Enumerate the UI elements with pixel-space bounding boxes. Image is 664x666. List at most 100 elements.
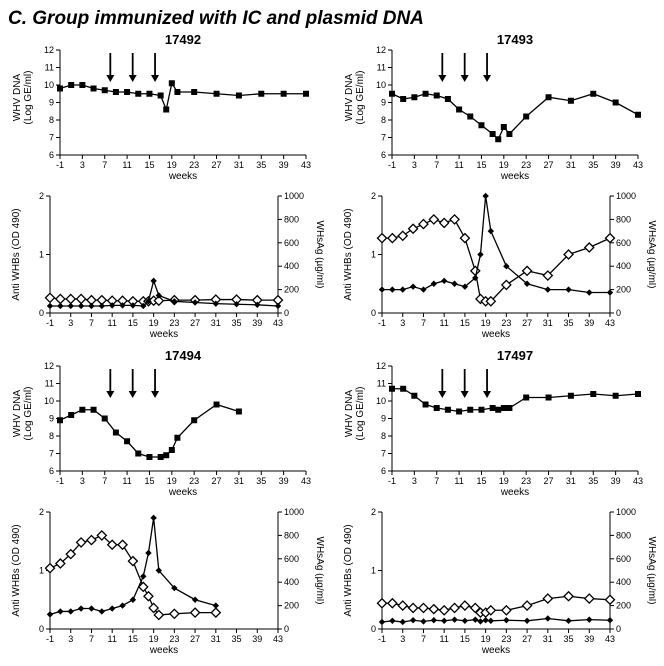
svg-text:19: 19 bbox=[167, 476, 177, 486]
svg-text:27: 27 bbox=[544, 160, 554, 170]
svg-text:43: 43 bbox=[301, 476, 311, 486]
svg-text:400: 400 bbox=[616, 261, 631, 271]
svg-text:1000: 1000 bbox=[284, 507, 304, 517]
panel-title: C. Group immunized with IC and plasmid D… bbox=[8, 8, 656, 30]
svg-text:7: 7 bbox=[381, 133, 386, 143]
svg-text:31: 31 bbox=[543, 634, 553, 644]
svg-text:6: 6 bbox=[381, 466, 386, 476]
svg-text:19: 19 bbox=[499, 160, 509, 170]
svg-text:27: 27 bbox=[212, 476, 222, 486]
svg-text:1000: 1000 bbox=[616, 507, 636, 517]
svg-text:39: 39 bbox=[252, 634, 262, 644]
svg-text:35: 35 bbox=[232, 318, 242, 328]
svg-text:WHsAg (µg/ml): WHsAg (µg/ml) bbox=[314, 537, 324, 605]
svg-text:17494: 17494 bbox=[165, 348, 202, 363]
svg-text:1: 1 bbox=[39, 566, 44, 576]
svg-text:8: 8 bbox=[381, 115, 386, 125]
svg-text:200: 200 bbox=[616, 285, 631, 295]
svg-text:weeks: weeks bbox=[149, 645, 178, 656]
svg-text:7: 7 bbox=[434, 476, 439, 486]
svg-text:WHsAg (µg/ml): WHsAg (µg/ml) bbox=[314, 221, 324, 289]
svg-text:200: 200 bbox=[284, 285, 299, 295]
svg-text:43: 43 bbox=[273, 634, 283, 644]
svg-text:17492: 17492 bbox=[165, 32, 201, 47]
chart-anti-17493: -137111519232731353943012020040060080010… bbox=[340, 190, 656, 340]
chart-grid: -1371115192327313539436789101112WHV DNA(… bbox=[8, 32, 656, 656]
svg-text:31: 31 bbox=[566, 160, 576, 170]
svg-text:39: 39 bbox=[584, 634, 594, 644]
svg-text:2: 2 bbox=[39, 507, 44, 517]
svg-text:7: 7 bbox=[102, 476, 107, 486]
svg-text:Anti WHBs (OD 490): Anti WHBs (OD 490) bbox=[343, 524, 354, 616]
svg-text:2: 2 bbox=[371, 191, 376, 201]
svg-text:10: 10 bbox=[376, 396, 386, 406]
svg-text:0: 0 bbox=[39, 624, 44, 634]
svg-text:23: 23 bbox=[189, 476, 199, 486]
chart-whv-17492: -1371115192327313539436789101112WHV DNA(… bbox=[8, 32, 324, 182]
svg-text:12: 12 bbox=[44, 361, 54, 371]
svg-text:6: 6 bbox=[381, 150, 386, 160]
svg-text:800: 800 bbox=[616, 214, 631, 224]
svg-text:43: 43 bbox=[605, 318, 615, 328]
svg-text:35: 35 bbox=[564, 634, 574, 644]
svg-text:weeks: weeks bbox=[481, 645, 510, 656]
svg-text:35: 35 bbox=[232, 634, 242, 644]
svg-text:7: 7 bbox=[434, 160, 439, 170]
svg-text:11: 11 bbox=[45, 379, 54, 389]
svg-text:31: 31 bbox=[543, 318, 553, 328]
svg-text:weeks: weeks bbox=[500, 171, 529, 182]
svg-text:2: 2 bbox=[39, 191, 44, 201]
svg-text:9: 9 bbox=[381, 98, 386, 108]
svg-text:400: 400 bbox=[616, 577, 631, 587]
svg-text:-1: -1 bbox=[56, 160, 64, 170]
svg-text:600: 600 bbox=[616, 238, 631, 248]
svg-text:1: 1 bbox=[371, 566, 376, 576]
svg-text:Anti WHBs (OD 490): Anti WHBs (OD 490) bbox=[11, 208, 22, 300]
svg-text:15: 15 bbox=[144, 160, 154, 170]
svg-text:0: 0 bbox=[616, 308, 621, 318]
chart-anti-17492: -137111519232731353943012020040060080010… bbox=[8, 190, 324, 340]
svg-text:7: 7 bbox=[421, 634, 426, 644]
svg-text:1000: 1000 bbox=[616, 191, 636, 201]
svg-text:43: 43 bbox=[301, 160, 311, 170]
svg-text:3: 3 bbox=[68, 634, 73, 644]
svg-text:15: 15 bbox=[476, 160, 486, 170]
svg-text:Anti WHBs (OD 490): Anti WHBs (OD 490) bbox=[11, 524, 22, 616]
svg-text:10: 10 bbox=[44, 80, 54, 90]
svg-text:weeks: weeks bbox=[168, 171, 197, 182]
svg-text:WHV DNA(Log GE/ml): WHV DNA(Log GE/ml) bbox=[12, 387, 34, 441]
svg-text:7: 7 bbox=[381, 449, 386, 459]
svg-text:39: 39 bbox=[279, 476, 289, 486]
svg-text:6: 6 bbox=[49, 150, 54, 160]
svg-text:-1: -1 bbox=[56, 476, 64, 486]
svg-text:11: 11 bbox=[108, 318, 117, 328]
svg-text:-1: -1 bbox=[378, 634, 386, 644]
svg-text:31: 31 bbox=[211, 318, 221, 328]
svg-text:3: 3 bbox=[400, 634, 405, 644]
svg-text:11: 11 bbox=[454, 160, 463, 170]
svg-text:43: 43 bbox=[605, 634, 615, 644]
chart-anti-17497: -137111519232731353943012020040060080010… bbox=[340, 506, 656, 656]
chart-whv-17494: -1371115192327313539436789101112WHV DNA(… bbox=[8, 348, 324, 498]
svg-text:11: 11 bbox=[440, 318, 449, 328]
svg-text:-1: -1 bbox=[388, 160, 396, 170]
svg-text:27: 27 bbox=[190, 318, 200, 328]
svg-text:43: 43 bbox=[633, 160, 643, 170]
svg-text:31: 31 bbox=[566, 476, 576, 486]
svg-text:35: 35 bbox=[256, 160, 266, 170]
svg-text:10: 10 bbox=[44, 396, 54, 406]
panel-title-text: Group immunized with IC and plasmid DNA bbox=[32, 8, 424, 29]
svg-text:0: 0 bbox=[284, 624, 289, 634]
svg-text:weeks: weeks bbox=[168, 487, 197, 498]
svg-text:35: 35 bbox=[588, 476, 598, 486]
svg-text:Anti WHBs (OD 490): Anti WHBs (OD 490) bbox=[343, 208, 354, 300]
svg-text:0: 0 bbox=[39, 308, 44, 318]
svg-text:31: 31 bbox=[234, 476, 244, 486]
svg-text:-1: -1 bbox=[378, 318, 386, 328]
chart-anti-17494: -137111519232731353943012020040060080010… bbox=[8, 506, 324, 656]
svg-text:23: 23 bbox=[521, 160, 531, 170]
svg-text:19: 19 bbox=[481, 634, 491, 644]
svg-text:12: 12 bbox=[44, 45, 54, 55]
svg-text:3: 3 bbox=[80, 476, 85, 486]
svg-text:10: 10 bbox=[376, 80, 386, 90]
